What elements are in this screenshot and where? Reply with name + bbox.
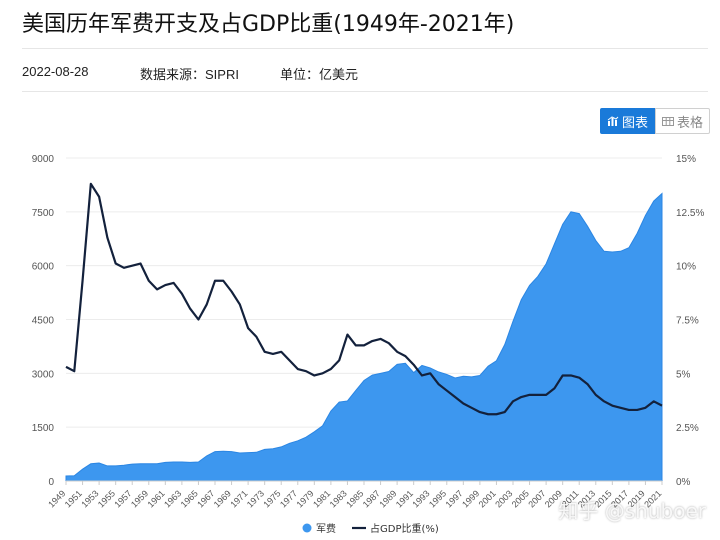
publish-date: 2022-08-28 (22, 64, 89, 79)
x-tick-label: 1987 (361, 488, 382, 509)
table-icon (662, 116, 675, 126)
y-left-tick-label: 3000 (32, 369, 55, 380)
page-title: 美国历年军费开支及占GDP比重(1949年-2021年) (22, 12, 515, 37)
table-view-button[interactable]: 表格 (655, 108, 711, 134)
series-line-gdp-share (65, 182, 663, 416)
x-tick-label: 1991 (394, 488, 415, 509)
x-tick-label: 1999 (460, 488, 481, 509)
x-tick-label: 1953 (79, 488, 100, 509)
x-tick-label: 1963 (162, 488, 183, 509)
x-tick-label: 1995 (427, 488, 448, 509)
series-area-military-spending (65, 192, 663, 482)
y-left-tick-label: 6000 (32, 262, 55, 273)
y-right-tick-label: 12.5% (676, 208, 704, 219)
unit-label: 单位：亿美元 (280, 67, 359, 82)
x-tick-label: 1973 (245, 488, 266, 509)
y-left-tick-label: 1500 (32, 423, 55, 434)
x-tick-label: 1955 (96, 488, 117, 509)
meta-bar: 2022-08-28 数据来源：SIPRI 单位：亿美元 (22, 64, 358, 83)
y-left-tick-label: 9000 (32, 154, 55, 165)
x-tick-label: 1971 (228, 488, 249, 509)
y-left-tick-label: 7500 (32, 208, 55, 219)
chart-icon (607, 115, 619, 126)
y-right-tick-label: 0% (676, 477, 691, 488)
y-right-tick-label: 10% (676, 262, 696, 273)
x-tick-label: 1959 (129, 488, 150, 509)
x-tick-label: 2001 (477, 488, 498, 509)
y-right-tick-label: 15% (676, 154, 696, 165)
x-tick-label: 2007 (526, 488, 547, 509)
legend-marker-military-spending (302, 523, 312, 533)
x-tick-label: 1989 (377, 488, 398, 509)
divider (22, 91, 708, 92)
y-left-tick-label: 4500 (32, 316, 55, 327)
x-tick-label: 1969 (212, 488, 233, 509)
x-tick-label: 2003 (493, 488, 514, 509)
watermark: 知乎 @shuboer (558, 499, 706, 523)
legend-label-gdp-share: 占GDP比重(%) (370, 522, 439, 535)
x-tick-label: 1983 (328, 488, 349, 509)
x-tick-label: 2005 (510, 488, 531, 509)
x-tick-label: 1977 (278, 488, 299, 509)
x-tick-label: 1967 (195, 488, 216, 509)
x-tick-label: 1951 (63, 488, 84, 509)
x-tick-label: 1975 (261, 488, 282, 509)
chart-view-label: 图表 (622, 114, 649, 130)
legend-label-military-spending: 军费 (316, 522, 336, 535)
x-tick-label: 1965 (179, 488, 200, 509)
chart-view-button[interactable]: 图表 (600, 108, 656, 134)
divider (22, 48, 708, 49)
y-right-tick-label: 7.5% (676, 316, 699, 327)
x-tick-label: 1981 (311, 488, 332, 509)
x-tick-label: 1985 (344, 488, 365, 509)
data-source: 数据来源：SIPRI (140, 67, 239, 82)
x-tick-label: 1949 (46, 488, 67, 509)
x-tick-label: 1993 (410, 488, 431, 509)
y-left-tick-label: 0 (48, 477, 54, 488)
y-right-tick-label: 2.5% (676, 423, 699, 434)
table-view-label: 表格 (677, 114, 704, 130)
x-tick-label: 1997 (444, 488, 465, 509)
x-tick-label: 1957 (112, 488, 133, 509)
view-toggle: 图表 表格 (600, 108, 711, 134)
x-tick-label: 1961 (146, 488, 167, 509)
y-right-tick-label: 5% (676, 369, 691, 380)
x-tick-label: 1979 (295, 488, 316, 509)
